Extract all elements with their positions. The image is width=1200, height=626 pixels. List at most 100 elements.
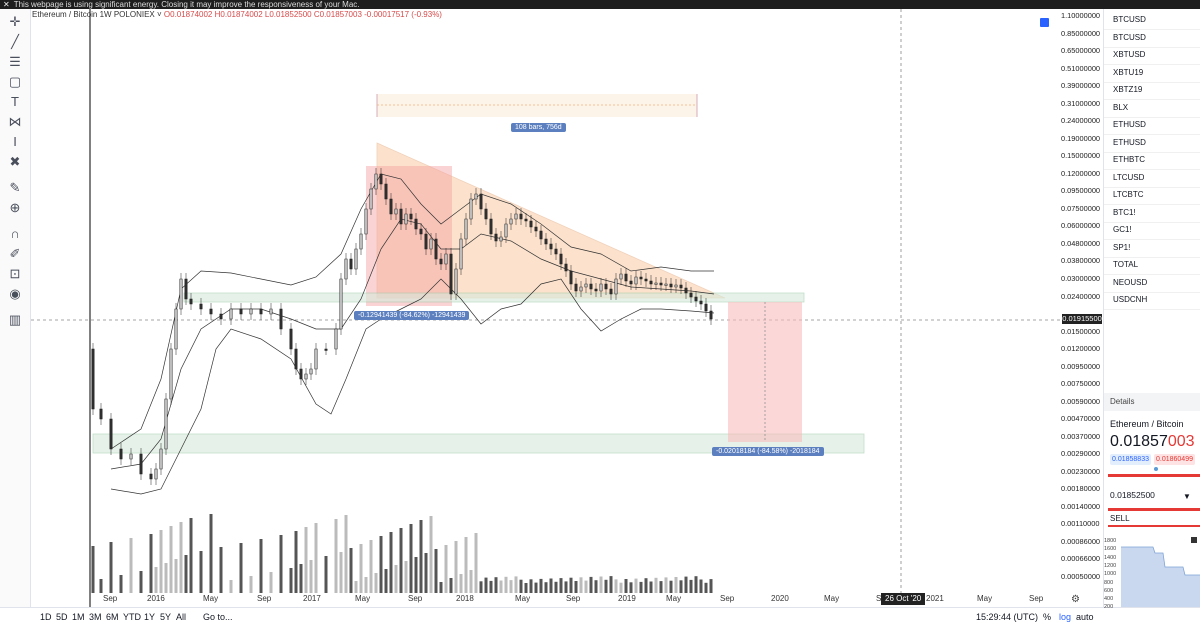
volume-bar bbox=[709, 579, 713, 593]
auto-toggle[interactable]: auto bbox=[1076, 612, 1094, 622]
volume-bar bbox=[539, 578, 543, 593]
volume-bar bbox=[409, 524, 413, 593]
chevron-down-icon[interactable]: ˅ bbox=[156, 10, 162, 19]
volume-bar bbox=[209, 514, 213, 593]
sell-label[interactable]: SELL bbox=[1110, 514, 1130, 523]
measure-icon[interactable]: I bbox=[13, 134, 17, 149]
mini-chart-line bbox=[1121, 546, 1200, 576]
watchlist-item[interactable]: ETHUSD bbox=[1104, 117, 1200, 135]
tf-5y[interactable]: 5Y bbox=[160, 612, 172, 622]
volume-bar bbox=[439, 582, 443, 593]
gear-icon[interactable]: ⚙ bbox=[1071, 594, 1080, 605]
watchlist-item[interactable]: ETHBTC bbox=[1104, 152, 1200, 170]
measure-box-1[interactable] bbox=[366, 166, 452, 306]
tf-ytd[interactable]: YTD bbox=[123, 612, 141, 622]
mini-tick: 800 bbox=[1104, 579, 1114, 586]
rectangle-icon[interactable]: ▢ bbox=[8, 74, 22, 89]
volume-bar bbox=[524, 583, 528, 593]
text-icon[interactable]: T bbox=[11, 94, 19, 109]
volume-bar bbox=[519, 579, 523, 593]
watchlist-symbol: BTCUSD bbox=[1113, 15, 1146, 24]
lock-icon[interactable]: ⊡ bbox=[9, 266, 21, 281]
save-icon[interactable] bbox=[1040, 18, 1049, 27]
volume-bar bbox=[279, 535, 283, 593]
tf-all[interactable]: All bbox=[176, 612, 187, 622]
watchlist-item[interactable]: XBTZ19 bbox=[1104, 82, 1200, 100]
volume-bar bbox=[459, 574, 463, 593]
ruler-icon[interactable]: ✎ bbox=[9, 180, 21, 195]
tf-3m[interactable]: 3M bbox=[89, 612, 102, 622]
log-toggle[interactable]: log bbox=[1059, 612, 1072, 622]
support-zone-lower[interactable] bbox=[92, 433, 865, 454]
fib-icon[interactable]: ☰ bbox=[9, 54, 21, 69]
tf-6m[interactable]: 6M bbox=[106, 612, 119, 622]
close-icon[interactable]: ✕ bbox=[3, 0, 10, 9]
watchlist-item[interactable]: XBTU19 bbox=[1104, 65, 1200, 83]
pattern-icon[interactable]: ⋈ bbox=[8, 114, 22, 129]
price-tick: 0.00230000 bbox=[1061, 466, 1101, 476]
day-range-bar bbox=[1108, 474, 1200, 477]
watchlist-item[interactable]: ETHUSD bbox=[1104, 135, 1200, 153]
time-axis[interactable]: Sep 2016 May Sep 2017 May Sep 2018 May Sep 2019 May… bbox=[31, 590, 1097, 607]
mini-chart-svg bbox=[1121, 546, 1200, 607]
watchlist-item[interactable]: SP1! bbox=[1104, 240, 1200, 258]
watchlist-item[interactable]: NEOUSD bbox=[1104, 275, 1200, 293]
volume-bar bbox=[349, 548, 353, 593]
volume-bar bbox=[374, 573, 378, 593]
cursor-icon[interactable]: ✛ bbox=[9, 14, 21, 29]
volume-bar bbox=[364, 577, 368, 593]
volume-bar bbox=[239, 543, 243, 593]
watchlist-item[interactable]: BTC1! bbox=[1104, 205, 1200, 223]
low-value: L0.01852500 bbox=[264, 10, 312, 19]
watchlist-item[interactable]: USDCNH bbox=[1104, 292, 1200, 310]
watchlist-item[interactable]: BTCUSD bbox=[1104, 12, 1200, 30]
collapse-icon[interactable] bbox=[1191, 537, 1197, 543]
zoom-in-icon[interactable]: ⊕ bbox=[9, 200, 21, 215]
volume-bar bbox=[664, 577, 668, 593]
date-range-box[interactable] bbox=[377, 94, 697, 117]
time-tick: May bbox=[666, 594, 682, 603]
trend-line-icon[interactable]: ╱ bbox=[11, 34, 19, 49]
volume-bar bbox=[164, 563, 168, 593]
tf-5d[interactable]: 5D bbox=[56, 612, 68, 622]
price-tick: 0.15000000 bbox=[1061, 151, 1101, 161]
remove-icon[interactable]: ✖ bbox=[9, 154, 21, 169]
percent-toggle[interactable]: % bbox=[1043, 612, 1052, 622]
volume-bar bbox=[559, 578, 563, 593]
trash-icon[interactable]: ▥ bbox=[8, 312, 22, 327]
eye-icon[interactable]: ◉ bbox=[9, 286, 21, 301]
watchlist-item[interactable]: XBTUSD bbox=[1104, 47, 1200, 65]
interval[interactable]: 1W bbox=[99, 10, 112, 19]
tf-1y[interactable]: 1Y bbox=[144, 612, 156, 622]
volume-bar bbox=[579, 577, 583, 593]
ask-chip: 0.01860499 bbox=[1154, 454, 1195, 465]
goto-button[interactable]: Go to... bbox=[203, 612, 233, 622]
volume-bar bbox=[424, 553, 428, 593]
volume-bar bbox=[169, 526, 173, 593]
watchlist-item[interactable]: LTCUSD bbox=[1104, 170, 1200, 188]
symbol-name[interactable]: Ethereum / Bitcoin bbox=[32, 10, 98, 19]
tf-1d[interactable]: 1D bbox=[40, 612, 52, 622]
volume-bar bbox=[389, 532, 393, 593]
price-chart[interactable]: 108 bars, 756d -0.12941439 (-84.62%) -12… bbox=[31, 9, 1097, 607]
chart-canvas[interactable] bbox=[31, 9, 1097, 607]
details-header: Details bbox=[1104, 393, 1200, 411]
support-zone-upper[interactable] bbox=[183, 292, 805, 303]
volume-bar bbox=[619, 582, 623, 593]
magnet-icon[interactable]: ∩ bbox=[10, 226, 20, 241]
watchlist-item[interactable]: BTCUSD bbox=[1104, 30, 1200, 48]
volume-bar bbox=[154, 567, 158, 593]
volume-bar bbox=[534, 582, 538, 593]
mini-tick: 1000 bbox=[1104, 571, 1117, 578]
watchlist-item[interactable]: LTCBTC bbox=[1104, 187, 1200, 205]
lock-draw-icon[interactable]: ✐ bbox=[9, 246, 21, 261]
watchlist-item[interactable]: TOTAL bbox=[1104, 257, 1200, 275]
volume-bar bbox=[289, 568, 293, 593]
watchlist-symbol: BLX bbox=[1113, 102, 1129, 112]
price-axis[interactable]: 1.10000000 0.85000000 0.65000000 0.51000000… bbox=[1043, 0, 1103, 598]
watchlist-item[interactable]: BLX bbox=[1104, 100, 1200, 118]
tf-1m[interactable]: 1M bbox=[72, 612, 85, 622]
watchlist-item[interactable]: GC1! bbox=[1104, 222, 1200, 240]
volume-bar bbox=[634, 578, 638, 593]
volume-bar bbox=[474, 533, 478, 593]
